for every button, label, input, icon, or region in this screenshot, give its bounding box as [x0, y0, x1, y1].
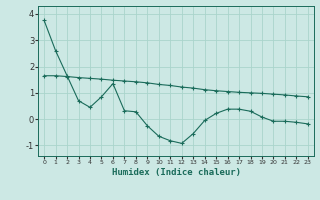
X-axis label: Humidex (Indice chaleur): Humidex (Indice chaleur)	[111, 168, 241, 177]
